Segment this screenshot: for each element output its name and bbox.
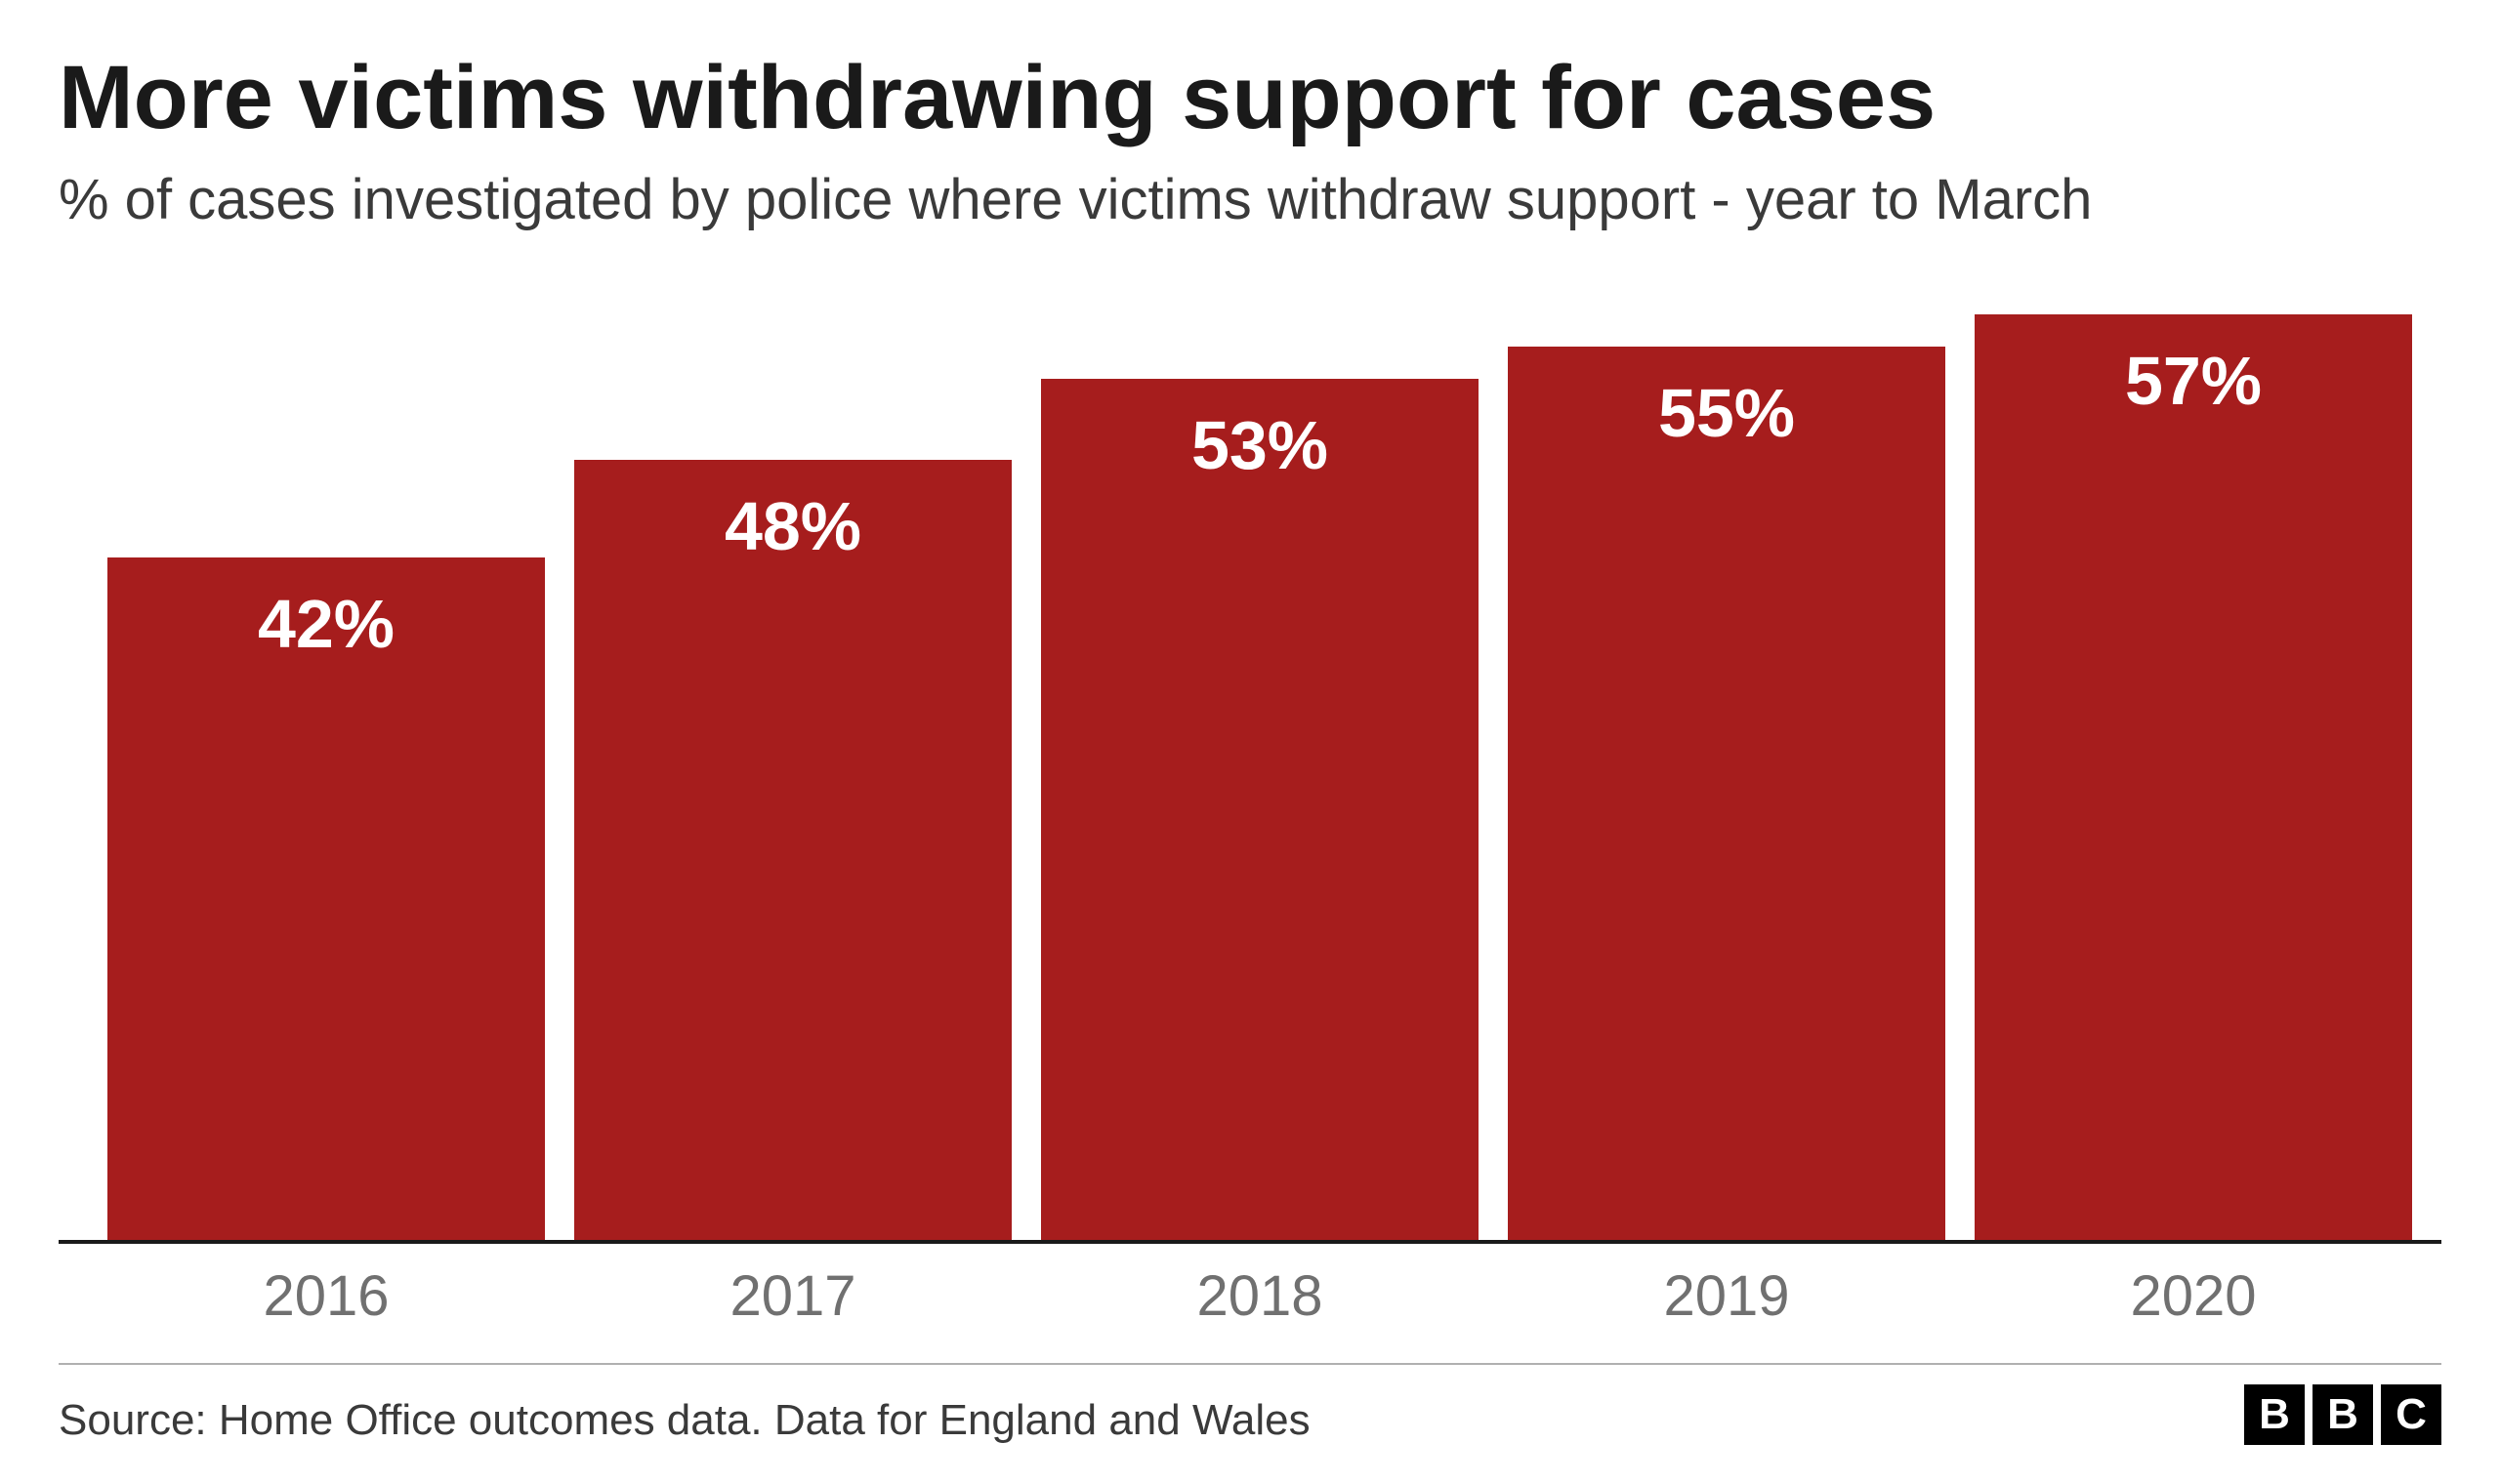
- bar-2020: 57%: [1975, 314, 2412, 1240]
- bar-wrapper: 53%: [1041, 266, 1479, 1240]
- bar-value-label: 57%: [2125, 342, 2262, 420]
- bar-wrapper: 55%: [1508, 266, 1945, 1240]
- bar-2019: 55%: [1508, 347, 1945, 1240]
- x-label: 2017: [574, 1263, 1012, 1329]
- bar-wrapper: 57%: [1975, 266, 2412, 1240]
- chart-area: 42% 48% 53% 55% 57% 2016 2017 2018 201: [59, 266, 2441, 1329]
- bar-wrapper: 42%: [107, 266, 545, 1240]
- bar-value-label: 48%: [725, 487, 861, 565]
- bar-2016: 42%: [107, 557, 545, 1240]
- logo-letter: B: [2312, 1384, 2373, 1445]
- x-label: 2018: [1041, 1263, 1479, 1329]
- bar-wrapper: 48%: [574, 266, 1012, 1240]
- bar-value-label: 53%: [1191, 406, 1328, 484]
- x-axis-labels: 2016 2017 2018 2019 2020: [59, 1244, 2441, 1329]
- x-label: 2016: [107, 1263, 545, 1329]
- bar-2017: 48%: [574, 460, 1012, 1240]
- bars-container: 42% 48% 53% 55% 57%: [59, 266, 2441, 1244]
- logo-letter: B: [2244, 1384, 2305, 1445]
- x-label: 2019: [1508, 1263, 1945, 1329]
- chart-title: More victims withdrawing support for cas…: [59, 49, 2441, 147]
- bbc-logo: B B C: [2244, 1384, 2441, 1445]
- bar-value-label: 55%: [1658, 374, 1795, 452]
- chart-footer: Source: Home Office outcomes data. Data …: [59, 1363, 2441, 1445]
- chart-subtitle: % of cases investigated by police where …: [59, 165, 2322, 236]
- source-text: Source: Home Office outcomes data. Data …: [59, 1396, 1311, 1445]
- x-label: 2020: [1975, 1263, 2412, 1329]
- logo-letter: C: [2381, 1384, 2441, 1445]
- bar-2018: 53%: [1041, 379, 1479, 1240]
- bar-value-label: 42%: [258, 585, 395, 663]
